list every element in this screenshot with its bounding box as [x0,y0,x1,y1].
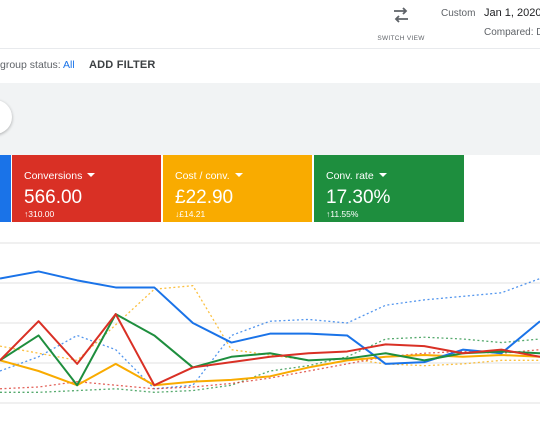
series-line-1 [0,313,540,387]
performance-line-chart [0,242,540,404]
scorecard-label[interactable]: Conversions [24,170,96,182]
toolbar-area [0,83,540,155]
scorecard-change: ↓£14.21 [175,209,206,219]
scorecard-value: 566.00 [24,187,83,208]
filter-bar: group status: All ADD FILTER [0,48,540,84]
caret-down-icon [378,173,387,177]
top-bar: SWITCH VIEW Custom Jan 1, 2020 Compared:… [0,0,540,46]
series-line-0 [0,270,540,365]
scorecard-label-text: Cost / conv. [175,170,230,182]
scorecard-change: ↑11.55% [326,209,359,219]
scorecard-clicks-edge[interactable] [0,155,11,222]
scorecard-value: £22.90 [175,187,234,208]
series-line-7 [0,349,540,390]
switch-view-label: SWITCH VIEW [377,35,425,42]
scorecard-value: 17.30% [326,187,391,208]
scorecard-conv-rate[interactable]: Conv. rate 17.30% ↑11.55% [314,155,464,222]
expand-toggle-button[interactable] [0,100,12,134]
scorecard-conversions[interactable]: Conversions 566.00 ↑310.00 [12,155,161,222]
scorecard-row: Conversions 566.00 ↑310.00 Cost / conv. … [0,155,540,222]
series-line-2 [0,313,540,387]
status-filter-chip[interactable]: group status: All [0,59,75,71]
scorecard-label[interactable]: Cost / conv. [175,170,243,182]
switch-view-button[interactable]: SWITCH VIEW [376,6,426,42]
scorecard-label-text: Conv. rate [326,170,374,182]
series-line-6 [0,336,540,393]
status-filter-key: group status: [0,59,61,71]
series-line-4 [0,277,540,390]
caret-down-icon [87,173,96,177]
add-filter-button[interactable]: ADD FILTER [89,59,156,71]
scorecard-cost-per-conv[interactable]: Cost / conv. £22.90 ↓£14.21 [163,155,312,222]
date-range-picker[interactable]: Jan 1, 2020 [484,7,540,19]
scorecard-change: ↑310.00 [24,209,55,219]
swap-icon [394,7,408,23]
compared-range: Compared: D [484,27,540,38]
date-range-label: Custom [441,8,476,19]
scorecard-label[interactable]: Conv. rate [326,170,387,182]
status-filter-value: All [63,59,75,71]
caret-down-icon [234,173,243,177]
scorecard-label-text: Conversions [24,170,83,182]
